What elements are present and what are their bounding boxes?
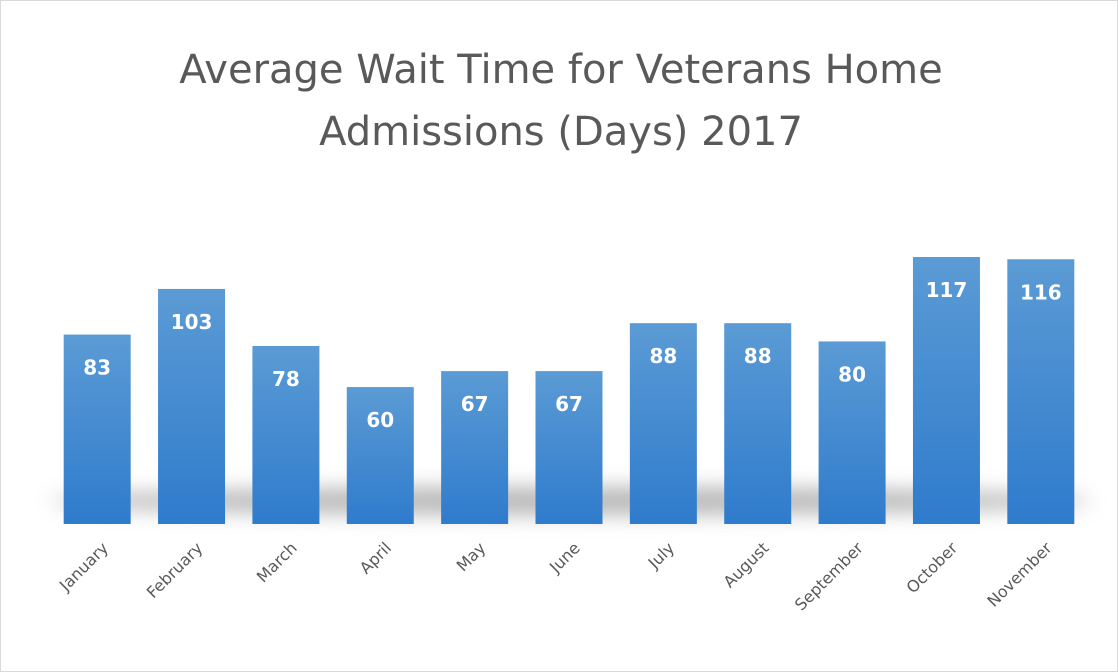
- x-tick-label: August: [720, 538, 773, 591]
- bar: [1007, 259, 1075, 524]
- x-tick-label: July: [644, 538, 678, 572]
- value-label: 80: [838, 362, 866, 386]
- x-tick-label: June: [545, 538, 584, 577]
- x-tick-label: September: [791, 538, 867, 614]
- bar: [912, 257, 980, 524]
- x-tick-label: May: [453, 538, 490, 575]
- x-tick-label: April: [356, 538, 395, 577]
- bar: [346, 387, 414, 524]
- bar: [441, 371, 509, 524]
- value-label: 67: [555, 392, 583, 416]
- value-label: 116: [1020, 280, 1062, 304]
- x-tick-label: November: [983, 538, 1056, 611]
- value-label: 83: [83, 356, 111, 380]
- x-tick-label: January: [55, 538, 112, 595]
- value-label: 78: [272, 367, 300, 391]
- bar: [158, 288, 226, 524]
- chart-title: Average Wait Time for Veterans Home Admi…: [179, 47, 943, 155]
- value-label: 103: [171, 310, 213, 334]
- x-tick-label: October: [903, 538, 962, 597]
- x-tick-label: February: [143, 538, 207, 602]
- bar: [818, 341, 886, 524]
- value-label: 117: [926, 278, 968, 302]
- bar: [252, 346, 320, 524]
- bar: [629, 323, 697, 524]
- value-label: 88: [744, 344, 772, 368]
- bar: [63, 334, 131, 524]
- bar: [724, 323, 792, 524]
- bar: [535, 371, 603, 524]
- x-tick-label: March: [253, 538, 301, 586]
- value-label: 60: [366, 408, 394, 432]
- value-label: 67: [461, 392, 489, 416]
- value-label: 88: [649, 344, 677, 368]
